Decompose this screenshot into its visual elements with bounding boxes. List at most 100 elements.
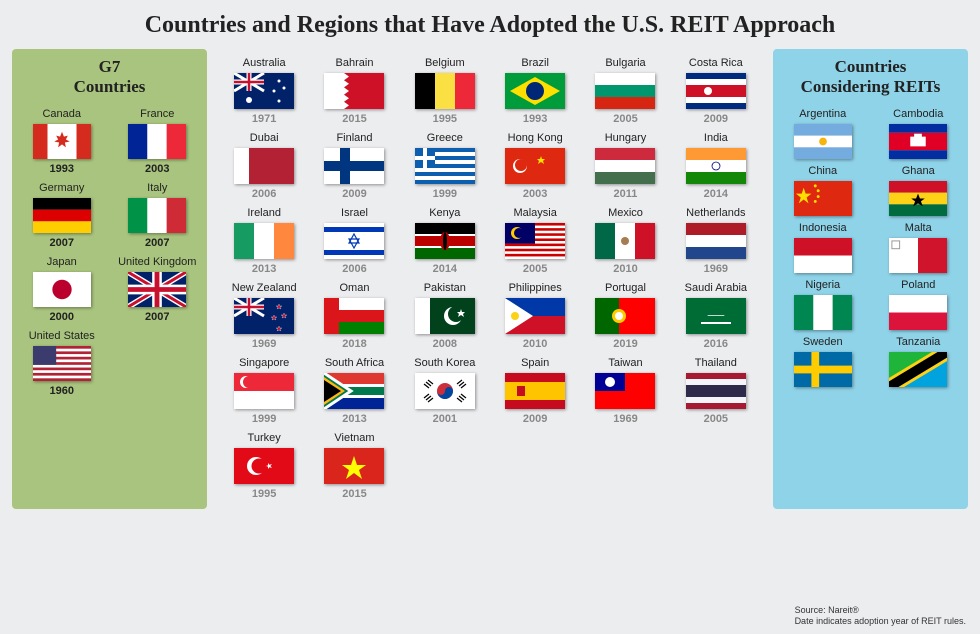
country-year: 2010 — [613, 263, 637, 276]
country-oman: Oman2018 — [311, 282, 397, 351]
country-portugal: Portugal 2019 — [582, 282, 668, 351]
flag-malaysia — [505, 223, 565, 259]
country-southafrica: South Africa 2013 — [311, 357, 397, 426]
country-year: 1971 — [252, 113, 276, 126]
flag-cambodia — [889, 124, 947, 159]
g7-grid: Canada1993France2003Germany2007Italy2007… — [16, 108, 203, 398]
country-year: 2014 — [433, 263, 457, 276]
flag-kenya — [415, 223, 475, 259]
country-year: 2013 — [342, 413, 366, 426]
country-ghana: Ghana — [873, 165, 965, 216]
country-saudiarabia: Saudi Arabiaـــــــ2016 — [673, 282, 759, 351]
g7-panel: G7Countries Canada1993France2003Germany2… — [12, 49, 207, 509]
flag-indonesia — [794, 238, 852, 273]
flag-vietnam — [324, 448, 384, 484]
country-year: 1999 — [252, 413, 276, 426]
footer: Source: Nareit® Date indicates adoption … — [795, 605, 966, 628]
country-bulgaria: Bulgaria2005 — [582, 57, 668, 126]
country-year: 2007 — [145, 237, 169, 250]
flag-portugal — [595, 298, 655, 334]
country-belgium: Belgium 1995 — [402, 57, 488, 126]
country-name: Belgium — [425, 57, 465, 70]
country-spain: Spain2009 — [492, 357, 578, 426]
country-name: Saudi Arabia — [685, 282, 747, 295]
country-newzealand: New Zealand 1969 — [221, 282, 307, 351]
country-year: 1969 — [704, 263, 728, 276]
country-year: 2013 — [252, 263, 276, 276]
country-name: Malaysia — [513, 207, 556, 220]
country-year: 2008 — [433, 338, 457, 351]
country-germany: Germany2007 — [16, 182, 108, 250]
flag-italy — [128, 198, 186, 233]
flag-bulgaria — [595, 73, 655, 109]
flag-spain — [505, 373, 565, 409]
country-japan: Japan2000 — [16, 256, 108, 324]
country-name: Hungary — [605, 132, 647, 145]
flag-newzealand — [234, 298, 294, 334]
country-name: Taiwan — [608, 357, 642, 370]
country-year: 1969 — [252, 338, 276, 351]
country-name: Ireland — [247, 207, 281, 220]
country-name: Ghana — [902, 165, 935, 178]
center-grid: Australia1971Bahrain2015Belgium1995Brazi… — [221, 57, 759, 501]
country-year: 2019 — [613, 338, 637, 351]
flag-turkey — [234, 448, 294, 484]
country-sweden: Sweden — [777, 336, 869, 387]
country-name: Canada — [42, 108, 81, 121]
country-ireland: Ireland 2013 — [221, 207, 307, 276]
country-year: 1993 — [523, 113, 547, 126]
country-kenya: Kenya2014 — [402, 207, 488, 276]
country-name: South Africa — [325, 357, 384, 370]
country-tanzania: Tanzania — [873, 336, 965, 387]
country-usa: United States1960 — [16, 330, 108, 398]
country-name: New Zealand — [232, 282, 297, 295]
country-australia: Australia1971 — [221, 57, 307, 126]
country-year: 2005 — [613, 113, 637, 126]
flag-southkorea — [415, 373, 475, 409]
country-year: 2005 — [523, 263, 547, 276]
country-year: 1995 — [252, 488, 276, 501]
country-year: 2015 — [342, 488, 366, 501]
country-name: Greece — [427, 132, 463, 145]
country-name: Portugal — [605, 282, 646, 295]
country-nigeria: Nigeria — [777, 279, 869, 330]
country-year: 2009 — [342, 188, 366, 201]
country-argentina: Argentina — [777, 108, 869, 159]
country-thailand: Thailand2005 — [673, 357, 759, 426]
country-name: Poland — [901, 279, 935, 292]
country-name: Indonesia — [799, 222, 847, 235]
country-name: Malta — [905, 222, 932, 235]
flag-nigeria — [794, 295, 852, 330]
country-name: Nigeria — [805, 279, 840, 292]
country-name: Tanzania — [896, 336, 940, 349]
country-year: 1995 — [433, 113, 457, 126]
country-cambodia: Cambodia — [873, 108, 965, 159]
country-year: 2014 — [704, 188, 728, 201]
country-year: 2005 — [704, 413, 728, 426]
flag-finland — [324, 148, 384, 184]
flag-australia — [234, 73, 294, 109]
country-uk: United Kingdom 2007 — [112, 256, 204, 324]
flag-uk — [128, 272, 186, 307]
country-year: 1999 — [433, 188, 457, 201]
country-finland: Finland 2009 — [311, 132, 397, 201]
country-year: 2007 — [145, 311, 169, 324]
country-france: France2003 — [112, 108, 204, 176]
country-year: 2016 — [704, 338, 728, 351]
flag-malta — [889, 238, 947, 273]
country-malaysia: Malaysia 2005 — [492, 207, 578, 276]
country-greece: Greece 1999 — [402, 132, 488, 201]
country-pakistan: Pakistan2008 — [402, 282, 488, 351]
country-china: China — [777, 165, 869, 216]
footer-note: Date indicates adoption year of REIT rul… — [795, 616, 966, 628]
country-philippines: Philippines2010 — [492, 282, 578, 351]
country-name: United Kingdom — [118, 256, 196, 269]
country-name: Finland — [336, 132, 372, 145]
country-indonesia: Indonesia — [777, 222, 869, 273]
flag-poland — [889, 295, 947, 330]
flag-sweden — [794, 352, 852, 387]
country-mexico: Mexico2010 — [582, 207, 668, 276]
country-year: 2009 — [523, 413, 547, 426]
country-year: 2000 — [50, 311, 74, 324]
country-name: China — [808, 165, 837, 178]
